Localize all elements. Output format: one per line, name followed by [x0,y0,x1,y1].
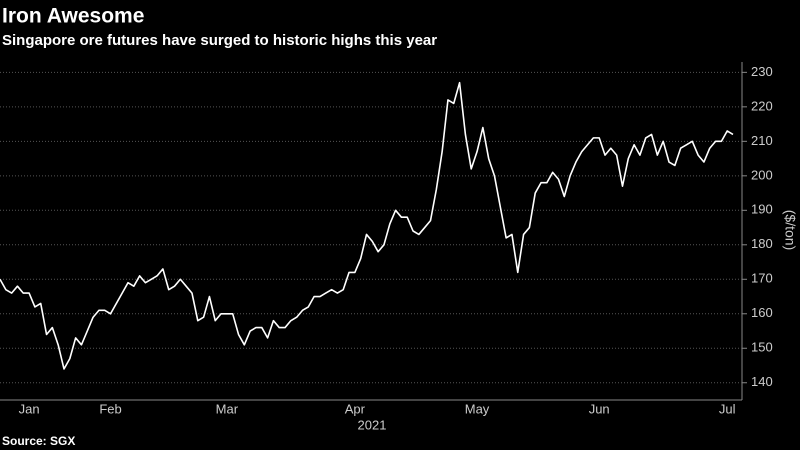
x-tick-label: Mar [216,401,239,416]
y-tick-label: 170 [751,271,773,286]
y-tick-label: 150 [751,340,773,355]
x-axis-label: 2021 [358,417,387,432]
y-tick-label: 220 [751,98,773,113]
y-axis-label: ($/ton) [782,210,798,250]
chart-subtitle: Singapore ore futures have surged to his… [2,32,437,49]
x-tick-label: Jun [589,401,610,416]
source: Source: SGX [2,434,75,448]
x-tick-label: Jan [19,401,40,416]
y-tick-label: 180 [751,236,773,251]
y-tick-label: 210 [751,133,773,148]
x-tick-label: Apr [345,401,366,416]
price-line [0,81,734,370]
x-tick-label: May [465,401,490,416]
y-tick-label: 200 [751,167,773,182]
y-tick-label: 230 [751,64,773,79]
y-tick-label: 140 [751,374,773,389]
x-tick-label: Feb [99,401,121,416]
x-tick-label: Jul [719,401,736,416]
chart-title: Iron Awesome [2,5,144,28]
y-tick-label: 160 [751,305,773,320]
y-tick-label: 190 [751,202,773,217]
